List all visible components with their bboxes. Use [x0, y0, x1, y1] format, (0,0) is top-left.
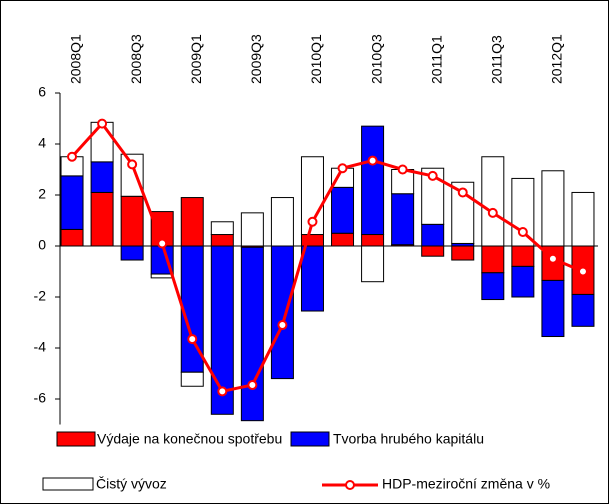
bar	[571, 191, 595, 247]
bar	[391, 193, 415, 246]
line-marker	[577, 266, 588, 277]
bar	[481, 156, 505, 247]
bar	[60, 175, 84, 230]
bar	[511, 265, 535, 298]
bar	[541, 279, 565, 338]
bar	[180, 197, 204, 247]
bar	[421, 223, 445, 247]
bar	[270, 197, 294, 247]
bar	[120, 153, 144, 197]
x-tick-label: 2011Q1	[428, 35, 444, 84]
bar	[90, 191, 114, 247]
bar	[300, 245, 324, 312]
bar	[331, 186, 355, 234]
x-tick-label: 2008Q1	[68, 34, 84, 84]
line-marker	[337, 163, 348, 174]
line-marker	[427, 170, 438, 181]
y-tick-label: 2	[38, 186, 46, 202]
bar	[210, 234, 234, 247]
y-tick-label: -4	[34, 339, 47, 355]
bar	[240, 212, 264, 247]
line-marker	[217, 386, 228, 397]
bar	[300, 156, 324, 236]
legend-swatch	[42, 477, 94, 491]
line-marker	[97, 118, 108, 129]
bar	[270, 245, 294, 380]
legend-label: HDP-meziroční změna v %	[382, 476, 550, 492]
legend-label: Čistý vývoz	[96, 476, 167, 492]
x-tick-label: 2011Q3	[489, 35, 505, 84]
bar	[120, 245, 144, 261]
bar	[361, 245, 385, 283]
x-tick-label: 2008Q3	[128, 34, 144, 84]
bar	[180, 371, 204, 387]
legend-swatch	[290, 431, 330, 447]
line-marker	[487, 207, 498, 218]
x-tick-label: 2010Q3	[368, 34, 384, 84]
legend-label: Výdaje na konečnou spotřebu	[97, 431, 282, 447]
bar	[481, 272, 505, 301]
bar	[60, 228, 84, 247]
line-marker	[247, 379, 258, 390]
line-marker	[397, 164, 408, 175]
x-tick-label: 2009Q1	[188, 34, 204, 84]
bar	[331, 232, 355, 247]
bar	[481, 245, 505, 274]
bar	[361, 234, 385, 247]
line-marker	[547, 253, 558, 264]
x-tick-label: 2009Q3	[248, 34, 264, 84]
line-marker	[157, 238, 168, 249]
y-tick-label: -2	[34, 288, 47, 304]
bar	[361, 125, 385, 236]
y-tick-label: 6	[38, 84, 46, 100]
bar	[421, 245, 445, 257]
line-marker	[517, 226, 528, 237]
line-marker	[457, 187, 468, 198]
bar	[210, 221, 234, 236]
bar	[421, 167, 445, 225]
legend-swatch	[56, 431, 96, 447]
bar	[511, 245, 535, 267]
line-marker	[67, 151, 78, 162]
y-tick-label: 4	[38, 135, 46, 151]
bar	[240, 246, 264, 422]
line-series	[70, 121, 584, 394]
y-tick-label: 0	[38, 237, 46, 253]
bar	[451, 245, 475, 261]
legend-label: Tvorba hrubého kapitálu	[333, 431, 484, 447]
line-marker	[187, 334, 198, 345]
x-tick-label: 2012Q1	[549, 34, 565, 84]
line-marker	[127, 159, 138, 170]
bar	[120, 195, 144, 247]
bar	[150, 273, 174, 279]
x-tick-label: 2010Q1	[308, 34, 324, 84]
legend-marker	[345, 480, 355, 490]
line-marker	[277, 320, 288, 331]
line-marker	[367, 155, 378, 166]
y-tick-label: -6	[34, 390, 47, 406]
bar	[90, 161, 114, 193]
line-marker	[307, 216, 318, 227]
bar	[571, 293, 595, 327]
bar	[541, 170, 565, 247]
bar	[210, 245, 234, 415]
